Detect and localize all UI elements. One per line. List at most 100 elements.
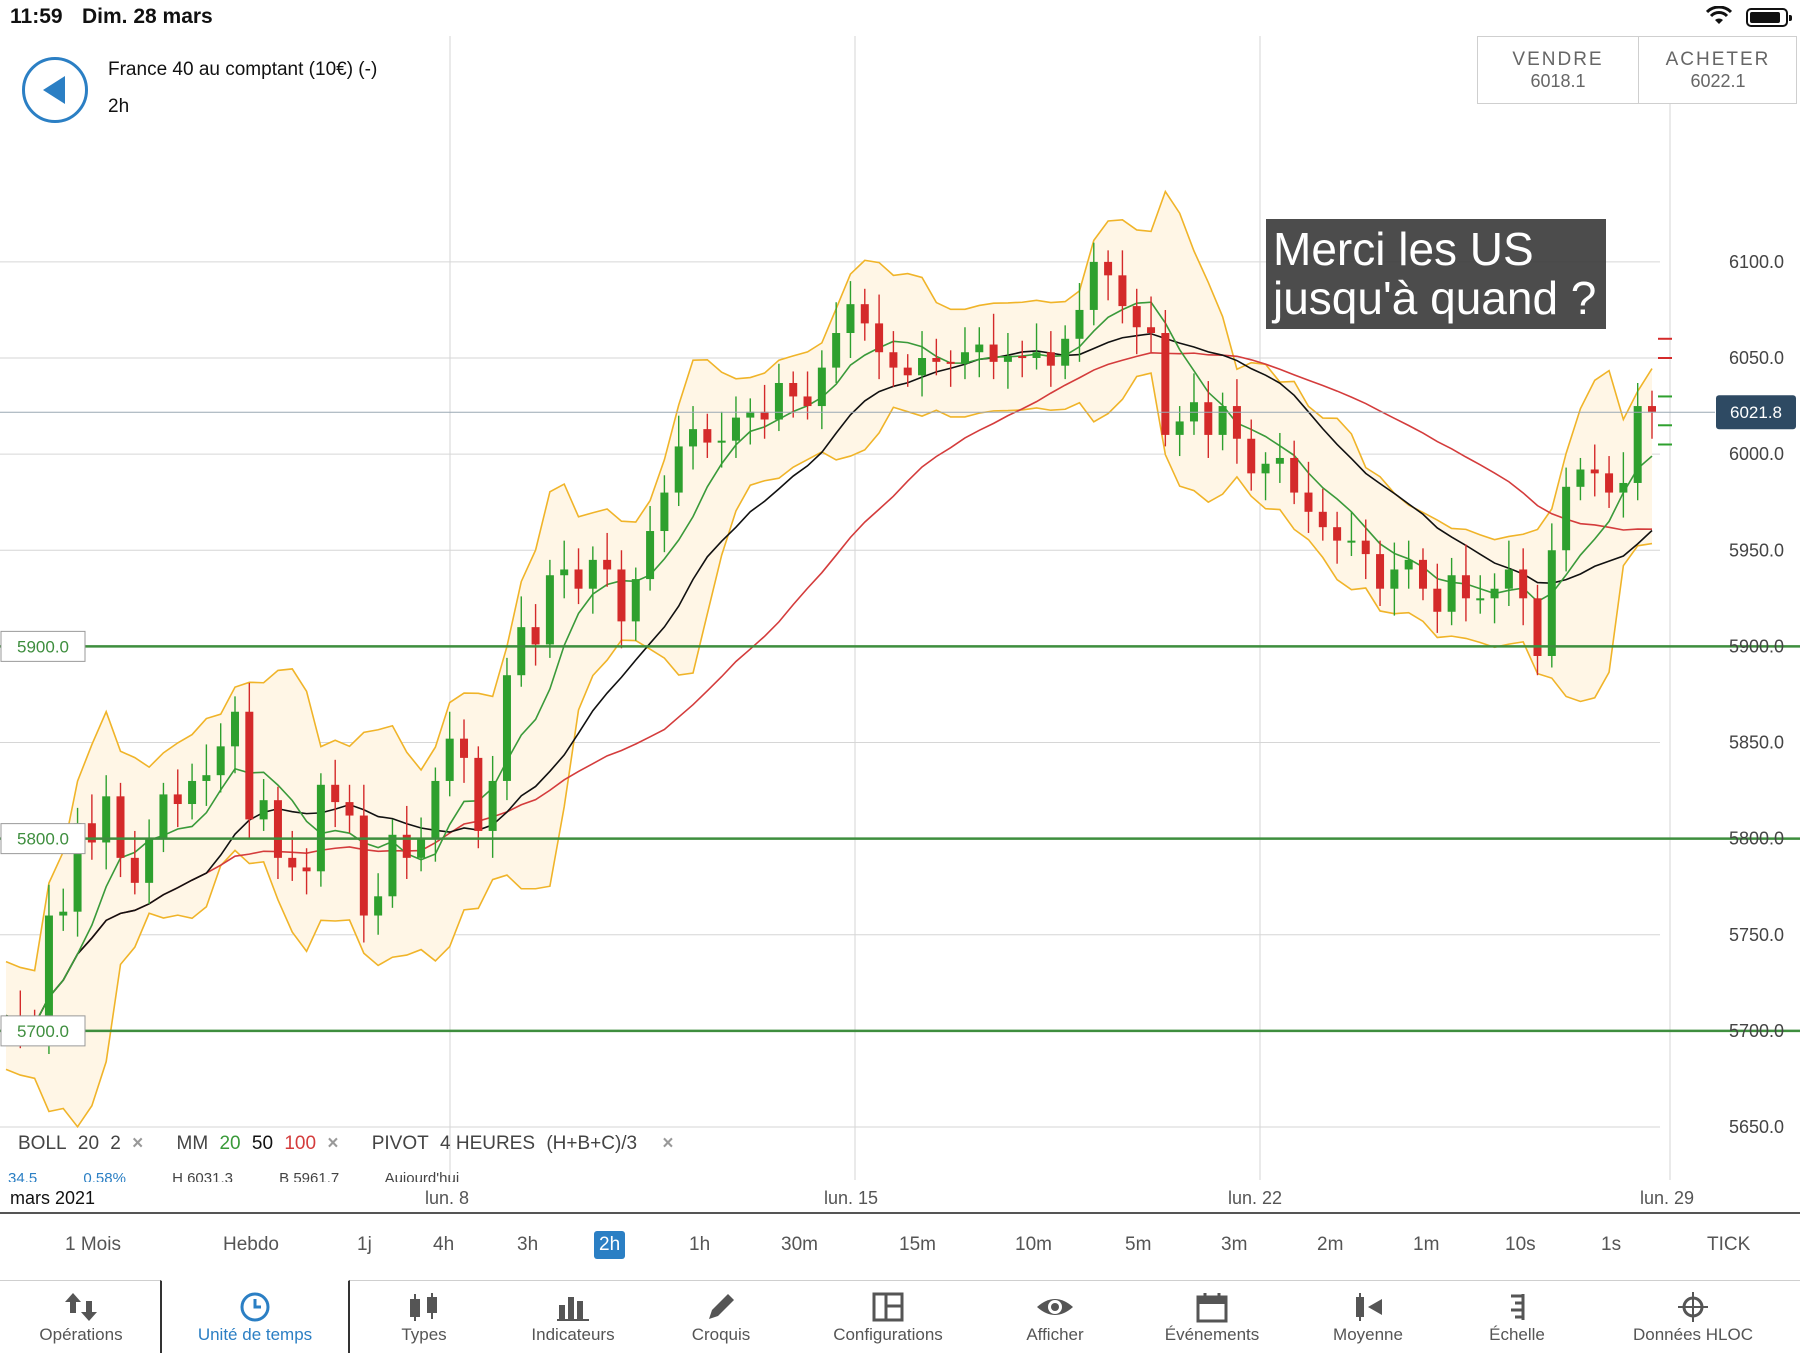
tab-configurations[interactable]: Configurations bbox=[820, 1281, 956, 1351]
y-tick-label: 5750.0 bbox=[1729, 925, 1784, 945]
candle-body bbox=[975, 344, 984, 353]
candle-body bbox=[87, 823, 96, 843]
candle-body bbox=[417, 838, 426, 858]
candle-body bbox=[932, 358, 941, 362]
candle-body bbox=[1590, 469, 1599, 474]
bar-chart-icon bbox=[557, 1297, 589, 1321]
remove-mm-icon[interactable]: × bbox=[327, 1133, 339, 1154]
candle-body bbox=[1519, 569, 1528, 599]
candle-body bbox=[59, 911, 68, 916]
back-button[interactable] bbox=[22, 57, 88, 123]
y-tick-label: 6100.0 bbox=[1729, 252, 1784, 272]
candle-body bbox=[1147, 327, 1156, 334]
pencil-icon bbox=[709, 1294, 734, 1319]
tab-echelle[interactable]: Échelle bbox=[1472, 1281, 1562, 1351]
candle-body bbox=[860, 304, 869, 324]
bollinger-band-fill bbox=[6, 191, 1652, 1127]
level-tag[interactable] bbox=[0, 630, 86, 662]
timeframe-option[interactable]: 3m bbox=[1221, 1234, 1248, 1255]
buy-button[interactable]: ACHETER 6022.1 bbox=[1638, 37, 1798, 103]
candle-body bbox=[1418, 559, 1427, 589]
candle-body bbox=[603, 559, 612, 570]
candle-body bbox=[1433, 588, 1442, 612]
candle-body bbox=[1032, 352, 1041, 358]
timeframe-option[interactable]: 1s bbox=[1601, 1234, 1622, 1255]
sell-button[interactable]: VENDRE 6018.1 bbox=[1478, 37, 1639, 103]
pivot-label: PIVOT bbox=[371, 1133, 429, 1154]
timeframe-option[interactable]: 1j bbox=[357, 1234, 372, 1255]
y-tick-label: 5950.0 bbox=[1729, 540, 1784, 560]
annotation-box[interactable] bbox=[1266, 219, 1606, 329]
candle-body bbox=[159, 794, 168, 839]
tab-moyenne[interactable]: Moyenne bbox=[1318, 1281, 1418, 1351]
tab-indicateurs[interactable]: Indicateurs bbox=[510, 1281, 636, 1351]
y-tick-label: 5650.0 bbox=[1729, 1117, 1784, 1137]
level-tag[interactable] bbox=[0, 1015, 86, 1047]
timeframe-option[interactable]: 4h bbox=[433, 1234, 455, 1255]
remove-boll-icon[interactable]: × bbox=[132, 1133, 144, 1154]
tab-evenements[interactable]: Événements bbox=[1156, 1281, 1268, 1351]
tab-unite-de-temps[interactable]: Unité de temps bbox=[160, 1280, 350, 1353]
timeframe-option[interactable]: 2m bbox=[1317, 1234, 1344, 1255]
trade-box: VENDRE 6018.1 ACHETER 6022.1 bbox=[1477, 36, 1797, 104]
candle-body bbox=[731, 417, 740, 441]
candle-body bbox=[145, 838, 154, 883]
price-chart[interactable]: 5900.0 5800.0 5700.0 6100.0 6050.0 6000.0 5950… bbox=[0, 36, 1800, 1180]
x-axis: mars 2021 lun. 8 lun. 15 lun. 22 lun. 29 bbox=[0, 1180, 1800, 1214]
tab-types[interactable]: Types bbox=[356, 1281, 492, 1351]
candle-body bbox=[517, 627, 526, 676]
remove-pivot-icon[interactable]: × bbox=[662, 1133, 674, 1154]
timeframe-option[interactable]: 30m bbox=[781, 1234, 818, 1255]
candle-body bbox=[689, 429, 698, 447]
candle-body bbox=[1218, 406, 1227, 435]
timeframe-option[interactable]: 10m bbox=[1015, 1234, 1052, 1255]
candle-body bbox=[1390, 569, 1399, 589]
timeframe-option[interactable]: 1h bbox=[689, 1234, 711, 1255]
candle-body bbox=[588, 559, 597, 589]
candle-body bbox=[1161, 333, 1170, 435]
y-tick-label: 6000.0 bbox=[1729, 444, 1784, 464]
candle-body bbox=[1476, 598, 1485, 601]
candle-body bbox=[73, 823, 82, 912]
x-label-lun22: lun. 22 bbox=[1228, 1188, 1283, 1208]
tab-echelle-label: Échelle bbox=[1489, 1325, 1545, 1344]
tab-afficher[interactable]: Afficher bbox=[1002, 1281, 1108, 1351]
tab-types-label: Types bbox=[401, 1325, 447, 1344]
timeframe-option[interactable]: 5m bbox=[1125, 1234, 1152, 1255]
timeframe-option[interactable]: 15m bbox=[899, 1234, 936, 1255]
timeframe-selector: 1 Mois Hebdo 1j 4h 3h 2h 1h 30m 15m 10m 5m 3m 2m 1m 10… bbox=[0, 1213, 1800, 1279]
tab-unite-label: Unité de temps bbox=[197, 1325, 313, 1344]
high-value: H 6031.3 bbox=[172, 1170, 233, 1182]
change-value: 34.5 bbox=[8, 1170, 38, 1182]
tab-operations[interactable]: Opérations bbox=[0, 1281, 162, 1351]
timeframe-option[interactable]: TICK bbox=[1707, 1234, 1751, 1255]
candle-body bbox=[1605, 473, 1614, 493]
candle-body bbox=[130, 857, 139, 883]
timeframe-option[interactable]: 2h bbox=[594, 1231, 626, 1259]
tab-donnees-hloc[interactable]: Données HLOC bbox=[1618, 1281, 1768, 1351]
candle-body bbox=[960, 352, 969, 364]
candle-body bbox=[316, 784, 325, 872]
timeframe-option[interactable]: Hebdo bbox=[223, 1234, 279, 1255]
candle-body bbox=[288, 857, 297, 868]
x-label-month: mars 2021 bbox=[10, 1188, 96, 1208]
y-tick-label: 6050.0 bbox=[1729, 348, 1784, 368]
tab-croquis[interactable]: Croquis bbox=[668, 1281, 774, 1351]
buy-label: ACHETER bbox=[1665, 49, 1771, 70]
x-label-lun29: lun. 29 bbox=[1640, 1188, 1695, 1208]
timeframe-option[interactable]: 10s bbox=[1505, 1234, 1536, 1255]
candle-body bbox=[1104, 261, 1113, 276]
timeframe-option[interactable]: 3h bbox=[517, 1234, 539, 1255]
annotation-line1: Merci les US bbox=[1273, 223, 1534, 275]
mm20-label: 20 bbox=[219, 1133, 241, 1154]
level-tag[interactable] bbox=[0, 823, 86, 855]
boll-period: 20 bbox=[77, 1133, 100, 1154]
candle-body bbox=[703, 429, 712, 443]
candle-body bbox=[832, 333, 841, 368]
candle-body bbox=[1003, 356, 1012, 362]
up-down-arrows-icon bbox=[65, 1293, 97, 1321]
timeframe-option[interactable]: 1 Mois bbox=[65, 1234, 121, 1255]
candle-body bbox=[1232, 406, 1241, 439]
timeframe-option[interactable]: 1m bbox=[1413, 1234, 1440, 1255]
eye-icon bbox=[1037, 1299, 1073, 1315]
